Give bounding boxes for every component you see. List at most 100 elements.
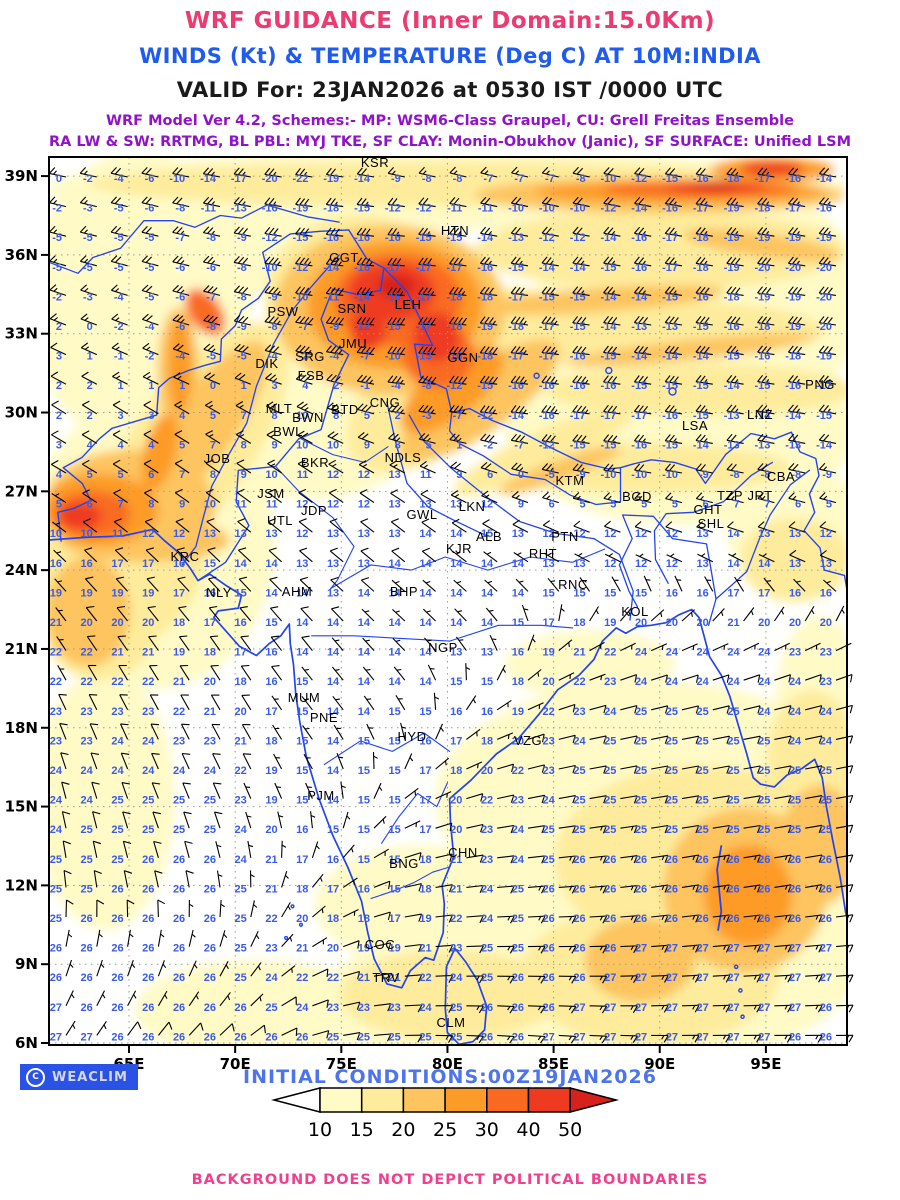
svg-text:-14: -14	[570, 262, 587, 274]
svg-text:7: 7	[210, 439, 216, 451]
svg-text:27: 27	[604, 1031, 616, 1043]
svg-text:26: 26	[697, 854, 709, 866]
svg-text:26: 26	[820, 1002, 832, 1014]
svg-text:15: 15	[389, 883, 401, 895]
svg-text:18: 18	[327, 913, 339, 925]
svg-text:16: 16	[265, 676, 277, 688]
svg-text:12: 12	[604, 528, 616, 540]
svg-text:14: 14	[389, 676, 402, 688]
svg-text:-9: -9	[822, 469, 832, 481]
svg-text:25: 25	[512, 943, 524, 955]
svg-text:27: 27	[820, 972, 832, 984]
svg-text:26: 26	[204, 854, 216, 866]
svg-text:24: 24	[789, 676, 802, 688]
svg-text:26: 26	[727, 883, 739, 895]
svg-text:24: 24	[235, 824, 248, 836]
svg-text:14: 14	[419, 587, 432, 599]
svg-text:23: 23	[450, 943, 462, 955]
svg-text:15: 15	[604, 587, 616, 599]
svg-text:25: 25	[758, 765, 770, 777]
svg-text:18: 18	[419, 854, 431, 866]
city-label: UTL	[267, 513, 293, 528]
city-label: PNG	[805, 377, 835, 392]
svg-text:-16: -16	[600, 380, 616, 392]
svg-text:25: 25	[111, 795, 123, 807]
svg-text:24: 24	[820, 706, 833, 718]
svg-text:25: 25	[450, 1002, 462, 1014]
svg-text:0: 0	[210, 380, 216, 392]
svg-text:27: 27	[635, 1031, 647, 1043]
svg-text:13: 13	[481, 647, 493, 659]
svg-text:19: 19	[419, 913, 431, 925]
lat-tick-label: 27N	[5, 482, 38, 500]
svg-text:21: 21	[265, 854, 277, 866]
svg-text:20: 20	[512, 735, 524, 747]
svg-text:-8: -8	[761, 469, 771, 481]
svg-text:-8: -8	[453, 173, 463, 185]
svg-text:25: 25	[666, 765, 678, 777]
svg-text:25: 25	[820, 795, 832, 807]
svg-text:14: 14	[512, 587, 525, 599]
svg-text:-14: -14	[354, 291, 371, 303]
svg-text:26: 26	[573, 972, 585, 984]
svg-text:26: 26	[173, 854, 185, 866]
svg-text:11: 11	[112, 528, 124, 540]
svg-text:27: 27	[758, 972, 770, 984]
svg-text:-6: -6	[145, 203, 155, 215]
svg-text:-8: -8	[422, 380, 432, 392]
svg-text:23: 23	[789, 647, 801, 659]
svg-text:26: 26	[697, 913, 709, 925]
svg-text:26: 26	[173, 972, 185, 984]
city-label: LNZ	[747, 407, 773, 422]
svg-text:17: 17	[142, 558, 154, 570]
lon-tick-label: 80E	[432, 1055, 463, 1073]
svg-text:-10: -10	[262, 262, 278, 274]
svg-text:14: 14	[450, 528, 463, 540]
svg-text:12: 12	[296, 499, 308, 511]
svg-text:-16: -16	[539, 410, 555, 422]
svg-text:1: 1	[87, 351, 93, 363]
svg-text:-5: -5	[145, 291, 155, 303]
svg-text:21: 21	[573, 647, 585, 659]
svg-text:-19: -19	[323, 173, 339, 185]
svg-text:-16: -16	[631, 439, 647, 451]
svg-text:21: 21	[173, 676, 185, 688]
city-label: CBA	[767, 469, 795, 484]
svg-text:14: 14	[327, 735, 340, 747]
svg-text:14: 14	[512, 558, 525, 570]
svg-text:15: 15	[204, 558, 216, 570]
svg-text:-8: -8	[576, 173, 586, 185]
svg-text:16: 16	[789, 587, 801, 599]
svg-text:21: 21	[296, 943, 308, 955]
city-label: BWN	[292, 410, 324, 425]
svg-text:9: 9	[518, 499, 524, 511]
svg-text:16: 16	[450, 706, 462, 718]
svg-text:20: 20	[666, 617, 678, 629]
page-subtitle: WINDS (Kt) & TEMPERATURE (Deg C) AT 10M:…	[139, 44, 761, 68]
svg-text:-14: -14	[754, 410, 771, 422]
svg-text:22: 22	[604, 647, 616, 659]
svg-text:26: 26	[173, 883, 185, 895]
svg-text:12: 12	[327, 469, 339, 481]
svg-text:25: 25	[604, 735, 616, 747]
svg-text:26: 26	[727, 913, 739, 925]
svg-text:16: 16	[265, 647, 277, 659]
svg-text:14: 14	[358, 706, 371, 718]
svg-text:3: 3	[148, 410, 154, 422]
svg-text:-14: -14	[785, 410, 802, 422]
svg-text:17: 17	[419, 795, 431, 807]
svg-text:-15: -15	[292, 232, 308, 244]
svg-text:26: 26	[789, 883, 801, 895]
svg-text:-15: -15	[446, 232, 462, 244]
svg-text:-15: -15	[477, 380, 493, 392]
svg-text:26: 26	[142, 1002, 154, 1014]
svg-text:24: 24	[265, 972, 278, 984]
svg-text:26: 26	[173, 913, 185, 925]
svg-text:-17: -17	[508, 351, 524, 363]
svg-text:18: 18	[296, 883, 308, 895]
city-label: KTM	[556, 473, 585, 488]
svg-text:25: 25	[666, 706, 678, 718]
svg-text:13: 13	[358, 558, 370, 570]
svg-text:-4: -4	[329, 351, 340, 363]
svg-text:-5: -5	[145, 262, 155, 274]
